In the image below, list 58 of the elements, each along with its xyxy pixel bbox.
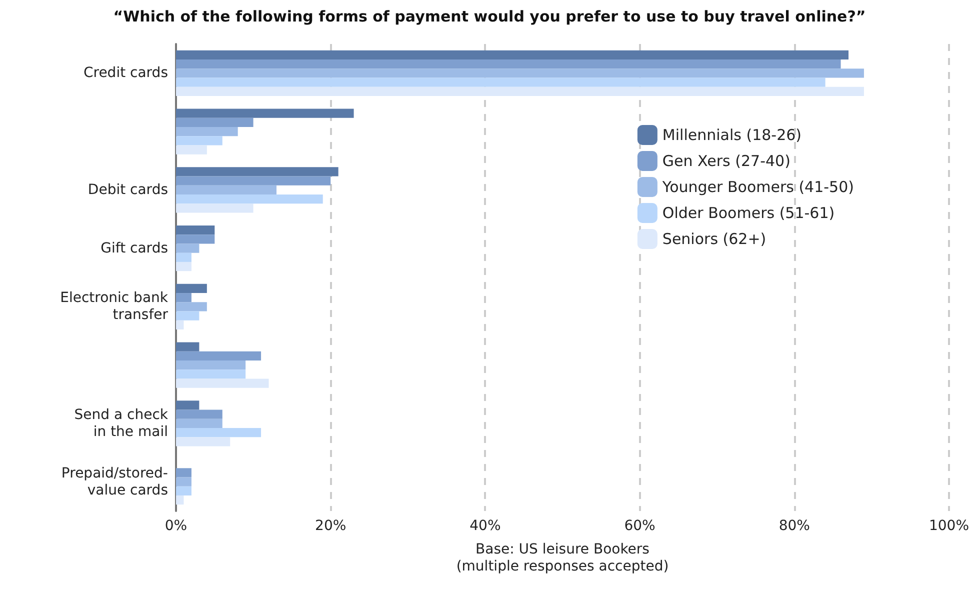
bar xyxy=(176,234,215,244)
x-tick-label: 80% xyxy=(778,518,810,534)
bar xyxy=(176,293,192,302)
bar xyxy=(176,311,200,320)
legend-label: Millennials (18-26) xyxy=(662,126,802,144)
bar xyxy=(176,176,331,186)
bar xyxy=(176,378,269,388)
bar xyxy=(176,226,215,235)
bar xyxy=(176,86,864,96)
bar xyxy=(176,370,246,379)
legend-label: Seniors (62+) xyxy=(662,230,766,248)
bar xyxy=(176,118,254,128)
x-tick-label: 60% xyxy=(624,518,656,534)
x-axis-title: Base: US leisure Bookers (multiple responses accepted) xyxy=(456,542,669,574)
x-tick-label: 40% xyxy=(470,518,501,534)
bar xyxy=(176,477,192,486)
bar xyxy=(176,127,238,136)
bar xyxy=(176,60,841,69)
bar xyxy=(176,244,200,253)
bar xyxy=(176,320,184,330)
y-tick-label: Gift cards xyxy=(100,240,168,256)
bar xyxy=(176,78,826,87)
bar xyxy=(176,428,262,438)
x-tick-label: 0% xyxy=(164,518,188,534)
bar xyxy=(176,262,192,272)
bar xyxy=(176,252,192,262)
y-tick-label: Credit cards xyxy=(83,65,168,82)
chart-title: “Which of the following forms of payment would you prefer to use to buy travel online?” xyxy=(113,8,866,26)
bar xyxy=(176,284,207,294)
bar xyxy=(176,351,262,361)
legend-label: Younger Boomers (41-50) xyxy=(661,178,854,196)
bar xyxy=(176,50,849,60)
bar xyxy=(176,437,230,446)
y-tick-label: Debit cards xyxy=(88,182,168,198)
y-tick-label: Electronic bank transfer xyxy=(60,290,169,324)
bar xyxy=(176,204,254,213)
bar xyxy=(176,194,323,204)
bar xyxy=(176,136,222,146)
x-tick-label: 100% xyxy=(928,518,970,534)
bar xyxy=(176,410,222,419)
bar xyxy=(176,468,192,478)
legend-label: Gen Xers (27-40) xyxy=(662,152,790,170)
bar xyxy=(176,145,207,154)
bar xyxy=(176,400,200,410)
bar xyxy=(176,167,338,176)
y-tick-label: Prepaid/stored- value cards xyxy=(61,465,168,498)
bar xyxy=(176,418,222,428)
bar xyxy=(176,486,192,496)
bar xyxy=(176,360,246,370)
bar xyxy=(176,495,184,505)
x-tick-label: 20% xyxy=(315,518,346,534)
bar xyxy=(176,185,276,194)
y-tick-label: Send a check in the mail xyxy=(74,406,169,440)
legend-label: Older Boomers (51-61) xyxy=(662,204,835,222)
bar xyxy=(176,108,354,118)
bar xyxy=(176,68,864,78)
bar xyxy=(176,302,207,312)
bar xyxy=(176,342,200,352)
